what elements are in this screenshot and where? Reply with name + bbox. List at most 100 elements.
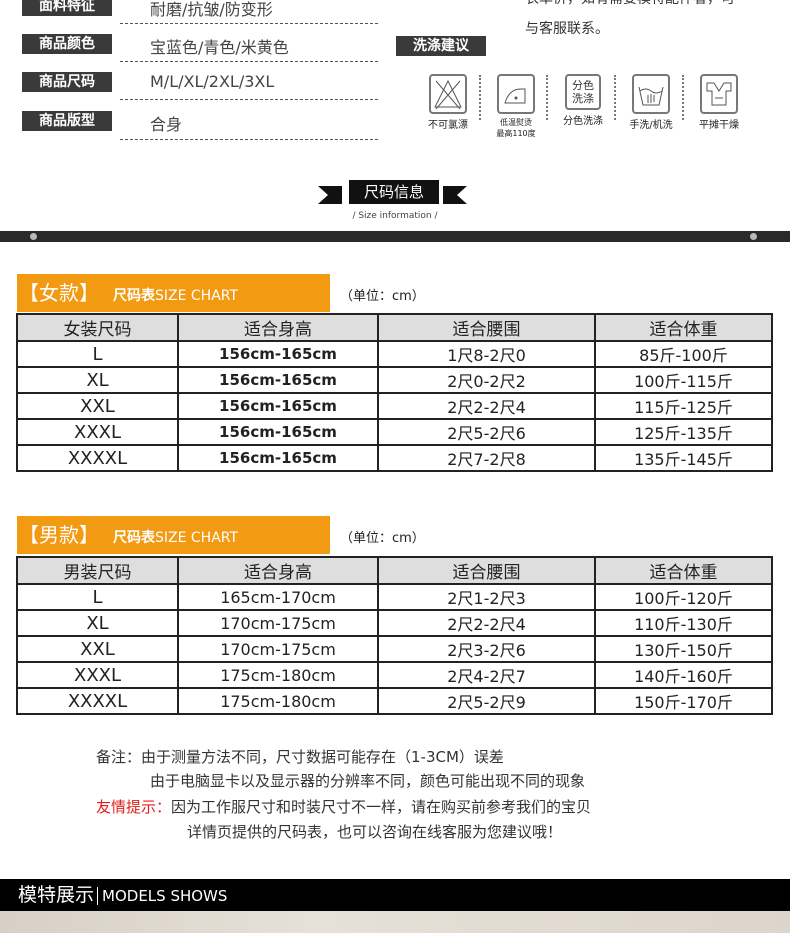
low-iron-icon [497,74,535,114]
wash-item: 低温熨烫 最高110度 [486,74,546,139]
right-note-line1: 衣单价，如有需要模特配件者，可 [525,0,735,8]
weight-cell: 140斤-160斤 [594,661,773,689]
height-cell: 156cm-165cm [177,392,379,420]
attr-value-size: M/L/XL/2XL/3XL [150,72,275,91]
flat-dry-icon [700,74,738,114]
waist-cell: 2尺3-2尺6 [377,635,596,663]
height-cell: 156cm-165cm [177,418,379,446]
table-row: XXL 156cm-165cm 2尺2-2尺4 115斤-125斤 [16,392,773,420]
waist-cell: 2尺0-2尺2 [377,366,596,394]
divider [120,23,378,24]
attr-label-fabric: 面料特征 [22,0,112,16]
note-line1: 备注：由于测量方法不同，尺寸数据可能存在（1-3CM）误差 [96,748,504,766]
height-cell: 156cm-165cm [177,366,379,394]
separator [546,75,548,120]
table-row: XXXXL 175cm-180cm 2尺5-2尺9 150斤-170斤 [16,687,773,715]
height-cell: 165cm-170cm [177,583,379,611]
weight-cell: 115斤-125斤 [594,392,773,420]
attr-label-fit: 商品版型 [22,111,112,131]
weight-cell: 85斤-100斤 [594,340,773,368]
tip-line2: 详情页提供的尺码表，也可以咨询在线客服为您建议哦！ [187,823,563,841]
size-info-subtitle: / Size information / [352,211,438,221]
waist-cell: 2尺5-2尺6 [377,418,596,446]
size-cell: XXL [16,635,179,663]
height-cell: 175cm-180cm [177,687,379,715]
column-header: 适合腰围 [377,556,596,585]
column-header: 适合体重 [594,313,773,342]
wash-item: 手洗/机洗 [621,74,681,131]
waist-cell: 2尺2-2尺4 [377,609,596,637]
table-row: XXXXL 156cm-165cm 2尺7-2尺8 135斤-145斤 [16,444,773,472]
attr-value-color: 宝蓝色/青色/米黄色 [150,38,289,57]
no-bleach-icon [429,74,467,114]
waist-cell: 2尺1-2尺3 [377,583,596,611]
ribbon-left [318,186,342,204]
women-unit: （单位：cm） [340,289,425,304]
size-cell: XXXL [16,661,179,689]
height-cell: 156cm-165cm [177,444,379,472]
size-cell: XXXXL [16,444,179,472]
size-cell: L [16,583,179,611]
weight-cell: 110斤-130斤 [594,609,773,637]
size-info-title: 尺码信息 [349,180,439,204]
column-header: 女装尺码 [16,313,179,342]
table-row: L 165cm-170cm 2尺1-2尺3 100斤-120斤 [16,583,773,611]
table-header: 女装尺码 适合身高 适合腰围 适合体重 [16,313,773,342]
size-cell: L [16,340,179,368]
weight-cell: 100斤-120斤 [594,583,773,611]
size-cell: XXXL [16,418,179,446]
table-row: XXXL 156cm-165cm 2尺5-2尺6 125斤-135斤 [16,418,773,446]
weight-cell: 130斤-150斤 [594,635,773,663]
waist-cell: 2尺4-2尺7 [377,661,596,689]
men-chart-header: 【男款】 尺码表SIZE CHART [17,516,330,554]
divider [120,99,378,100]
separator [682,75,684,120]
men-unit: （单位：cm） [340,531,425,546]
waist-cell: 2尺2-2尺4 [377,392,596,420]
separator [479,75,481,120]
attr-value-fit: 合身 [150,115,183,134]
attr-label-size: 商品尺码 [22,72,112,92]
divider [120,139,378,140]
note-line2: 由于电脑显卡以及显示器的分辨率不同，颜色可能出现不同的现象 [150,772,586,790]
divider [120,61,378,62]
men-size-table: 男装尺码 适合身高 适合腰围 适合体重 L 165cm-170cm 2尺1-2尺3 100斤… [16,556,773,715]
wash-item: 不可氯漂 [418,74,478,131]
column-header: 适合身高 [177,313,379,342]
column-header: 适合身高 [177,556,379,585]
table-header: 男装尺码 适合身高 适合腰围 适合体重 [16,556,773,585]
ribbon-right [443,186,467,204]
tip-line1: 友情提示：因为工作服尺寸和时装尺寸不一样，请在购买前参考我们的宝贝 [96,798,592,816]
weight-cell: 135斤-145斤 [594,444,773,472]
separator [614,75,616,120]
waist-cell: 2尺5-2尺9 [377,687,596,715]
divider-bar [0,231,790,242]
women-size-table: 女装尺码 适合身高 适合腰围 适合体重 L 156cm-165cm 1尺8-2尺0 85斤-… [16,313,773,472]
weight-cell: 100斤-115斤 [594,366,773,394]
height-cell: 156cm-165cm [177,340,379,368]
size-cell: XL [16,366,179,394]
right-note-line2: 与客服联系。 [525,21,609,37]
separate-wash-icon: 分色洗涤 [565,74,601,110]
size-cell: XXL [16,392,179,420]
height-cell: 170cm-175cm [177,635,379,663]
wash-item: 分色洗涤 分色洗涤 [553,74,613,127]
wash-title: 洗涤建议 [396,36,486,56]
weight-cell: 150斤-170斤 [594,687,773,715]
attr-label-color: 商品颜色 [22,34,112,54]
column-header: 适合腰围 [377,313,596,342]
column-header: 男装尺码 [16,556,179,585]
waist-cell: 1尺8-2尺0 [377,340,596,368]
table-row: L 156cm-165cm 1尺8-2尺0 85斤-100斤 [16,340,773,368]
attr-value-fabric: 耐磨/抗皱/防变形 [150,0,273,19]
table-row: XL 156cm-165cm 2尺0-2尺2 100斤-115斤 [16,366,773,394]
models-banner: 模特展示 MODELS SHOWS [0,879,790,911]
height-cell: 170cm-175cm [177,609,379,637]
model-photo [0,911,790,933]
wash-item: 平摊干燥 [689,74,749,131]
women-chart-header: 【女款】 尺码表SIZE CHART [17,274,330,312]
column-header: 适合体重 [594,556,773,585]
table-row: XXXL 175cm-180cm 2尺4-2尺7 140斤-160斤 [16,661,773,689]
table-row: XL 170cm-175cm 2尺2-2尺4 110斤-130斤 [16,609,773,637]
size-cell: XXXXL [16,687,179,715]
